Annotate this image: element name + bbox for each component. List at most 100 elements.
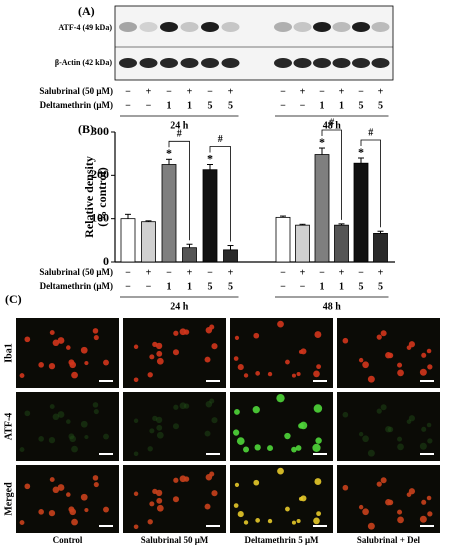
condition-cell: + [187, 86, 193, 97]
cell [69, 435, 77, 443]
cell [387, 352, 394, 359]
cell [277, 467, 284, 475]
cell [267, 371, 273, 377]
significance-bracket [209, 146, 231, 242]
cell [397, 516, 404, 524]
cell [66, 492, 71, 497]
micrograph [123, 318, 226, 388]
cell [285, 506, 290, 512]
cell [295, 445, 302, 451]
cell [397, 509, 403, 515]
cell [267, 445, 274, 452]
micrograph [337, 392, 440, 461]
condition-cell: 1 [339, 281, 344, 292]
cell [172, 349, 180, 356]
micrograph [337, 318, 440, 388]
cell [24, 483, 31, 490]
bar [223, 249, 238, 263]
blot-band [180, 58, 199, 68]
micrograph [230, 392, 333, 461]
condition-cell: 5 [228, 100, 233, 111]
cell [426, 495, 432, 501]
group-label: 48 h [323, 301, 342, 312]
condition-cell: 1 [187, 281, 192, 292]
cell [211, 490, 218, 497]
cell [298, 496, 304, 501]
cell [421, 499, 427, 505]
cell [298, 349, 304, 354]
y-tick-label: 300 [91, 124, 109, 138]
blot-band [352, 58, 370, 68]
cell [358, 357, 364, 363]
cell [66, 345, 71, 350]
condition-cell: − [358, 86, 364, 97]
cell [172, 496, 180, 503]
cell [71, 518, 78, 526]
cell [80, 420, 88, 428]
condition-cell: 1 [320, 281, 325, 292]
significance-marker: * [207, 151, 213, 165]
condition-cell: 5 [378, 281, 383, 292]
cell [234, 335, 240, 341]
condition-cell: 5 [359, 100, 364, 111]
cell [71, 371, 78, 379]
panel-label: (B) [78, 122, 94, 136]
cell [211, 343, 218, 350]
band-label: ATF-4 (49 kDa) [58, 23, 112, 32]
cell [291, 520, 296, 525]
cell [380, 404, 387, 411]
cell [285, 359, 290, 365]
cell [155, 342, 163, 350]
cell [211, 417, 218, 424]
blot-frame [114, 5, 394, 81]
cell [69, 361, 77, 369]
condition-cell: − [166, 267, 172, 278]
blot-band [221, 22, 240, 32]
cell [103, 359, 109, 366]
bar [275, 216, 291, 263]
cell [296, 518, 301, 524]
cell [427, 511, 433, 517]
micrograph [123, 392, 226, 461]
cell [57, 411, 65, 418]
column-label: Control [53, 535, 83, 545]
bracket-label: # [177, 129, 182, 140]
condition-cell: 1 [167, 100, 172, 111]
cell [427, 364, 433, 370]
cell [362, 361, 369, 369]
cell [38, 509, 44, 515]
bracket-label: # [329, 117, 334, 128]
condition-cell: 5 [359, 281, 364, 292]
condition-cell: − [319, 86, 325, 97]
row-label: Merged [3, 482, 14, 516]
row-label: Iba1 [3, 343, 14, 362]
micrograph [16, 392, 119, 461]
cell [24, 410, 31, 417]
bar [353, 162, 369, 263]
blot-band [139, 58, 158, 68]
cell [397, 436, 403, 442]
condition-cell: + [300, 86, 306, 97]
cell [156, 424, 163, 431]
cell [48, 436, 56, 444]
cell [149, 354, 155, 360]
cell [147, 446, 153, 452]
cell [204, 503, 211, 510]
condition-cell: − [166, 86, 172, 97]
cell [426, 348, 432, 354]
cell [52, 339, 60, 347]
cell [19, 373, 25, 378]
cell [367, 375, 375, 383]
blot-band [332, 58, 351, 68]
significance-marker: * [358, 145, 364, 159]
blot-band [352, 22, 370, 32]
cell [313, 404, 323, 413]
cell [57, 337, 65, 344]
cell [376, 408, 382, 414]
bar [120, 218, 136, 263]
micrograph [337, 465, 440, 533]
cell [93, 408, 99, 415]
cell [234, 482, 240, 488]
condition-cell: + [339, 86, 345, 97]
cell [19, 447, 25, 452]
